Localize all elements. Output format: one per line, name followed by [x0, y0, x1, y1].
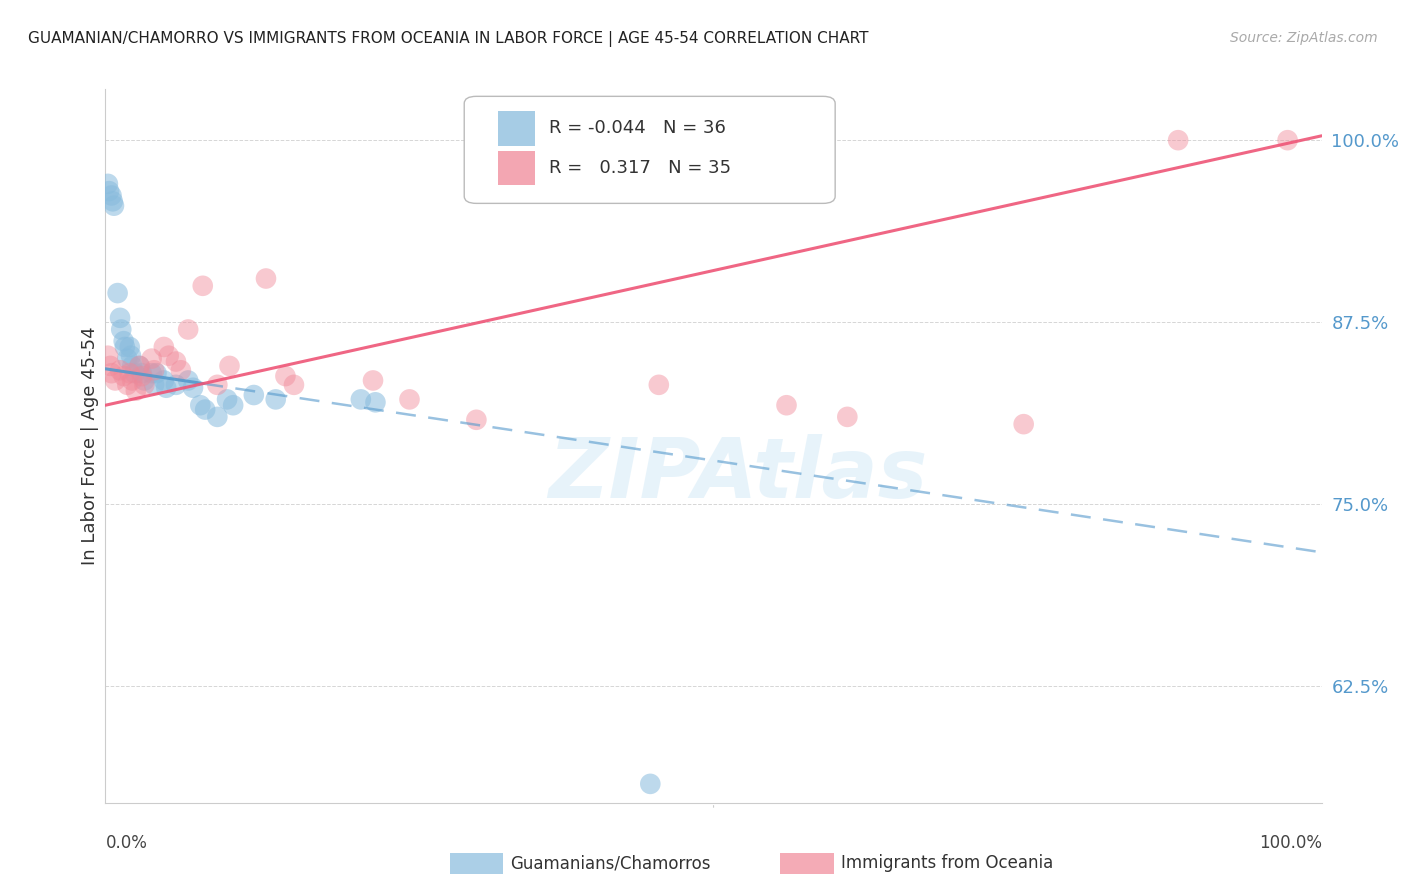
Point [264, 392, 287, 407]
Point [207, 409, 229, 424]
Bar [498, 151, 534, 185]
Text: ZIPAtlas: ZIPAtlas [548, 434, 928, 515]
Point [1012, 417, 1035, 432]
Point [398, 392, 420, 407]
Point [118, 340, 141, 354]
Point [114, 340, 136, 354]
Point [108, 363, 131, 377]
Point [143, 363, 166, 377]
Point [100, 366, 122, 380]
Text: Source: ZipAtlas.com: Source: ZipAtlas.com [1230, 31, 1378, 45]
Point [143, 377, 166, 392]
Point [97, 349, 120, 363]
Point [107, 286, 129, 301]
Point [155, 381, 177, 395]
Point [120, 349, 142, 363]
Point [243, 388, 266, 402]
Y-axis label: In Labor Force | Age 45-54: In Labor Force | Age 45-54 [80, 326, 98, 566]
Point [217, 392, 239, 407]
Point [218, 359, 240, 373]
Point [117, 351, 139, 366]
Point [222, 398, 245, 412]
Text: 0.0%: 0.0% [105, 834, 148, 852]
Point [100, 188, 122, 202]
Point [131, 369, 153, 384]
Point [283, 377, 305, 392]
Point [124, 366, 146, 380]
Point [141, 366, 163, 380]
Point [177, 374, 200, 388]
FancyBboxPatch shape [464, 96, 835, 203]
Point [98, 359, 121, 373]
Point [1277, 133, 1299, 147]
Point [153, 374, 176, 388]
Point [128, 359, 150, 373]
Point [188, 398, 211, 412]
Point [181, 381, 204, 395]
Point [118, 366, 141, 380]
Point [274, 369, 297, 384]
Point [112, 369, 135, 384]
Point [131, 366, 153, 380]
Point [103, 199, 125, 213]
Point [165, 354, 187, 368]
Text: Guamanians/Chamorros: Guamanians/Chamorros [510, 855, 711, 872]
Point [350, 392, 373, 407]
Point [98, 184, 121, 198]
Text: 100.0%: 100.0% [1258, 834, 1322, 852]
Point [191, 278, 214, 293]
Point [128, 359, 150, 373]
Point [121, 374, 143, 388]
Point [145, 366, 167, 380]
Point [104, 374, 127, 388]
Text: R =   0.317   N = 35: R = 0.317 N = 35 [550, 159, 731, 177]
Text: R = -0.044   N = 36: R = -0.044 N = 36 [550, 120, 727, 137]
Point [170, 363, 193, 377]
Point [101, 194, 124, 209]
Point [254, 271, 277, 285]
Point [153, 340, 176, 354]
Text: GUAMANIAN/CHAMORRO VS IMMIGRANTS FROM OCEANIA IN LABOR FORCE | AGE 45-54 CORRELA: GUAMANIAN/CHAMORRO VS IMMIGRANTS FROM OC… [28, 31, 869, 47]
Point [194, 402, 217, 417]
Point [157, 349, 180, 363]
Point [110, 322, 132, 336]
Point [112, 334, 135, 348]
Point [207, 377, 229, 392]
Point [364, 395, 387, 409]
Point [97, 177, 120, 191]
Bar [498, 112, 534, 145]
Point [108, 310, 131, 325]
Point [648, 377, 671, 392]
Point [141, 351, 163, 366]
Text: Immigrants from Oceania: Immigrants from Oceania [841, 855, 1053, 872]
Point [117, 377, 139, 392]
Point [134, 374, 156, 388]
Point [165, 377, 187, 392]
Point [640, 777, 662, 791]
Point [134, 377, 156, 392]
Point [775, 398, 797, 412]
Point [465, 413, 488, 427]
Point [121, 359, 143, 373]
Point [837, 409, 859, 424]
Point [125, 384, 148, 398]
Point [361, 374, 384, 388]
Point [1167, 133, 1189, 147]
Point [177, 322, 200, 336]
